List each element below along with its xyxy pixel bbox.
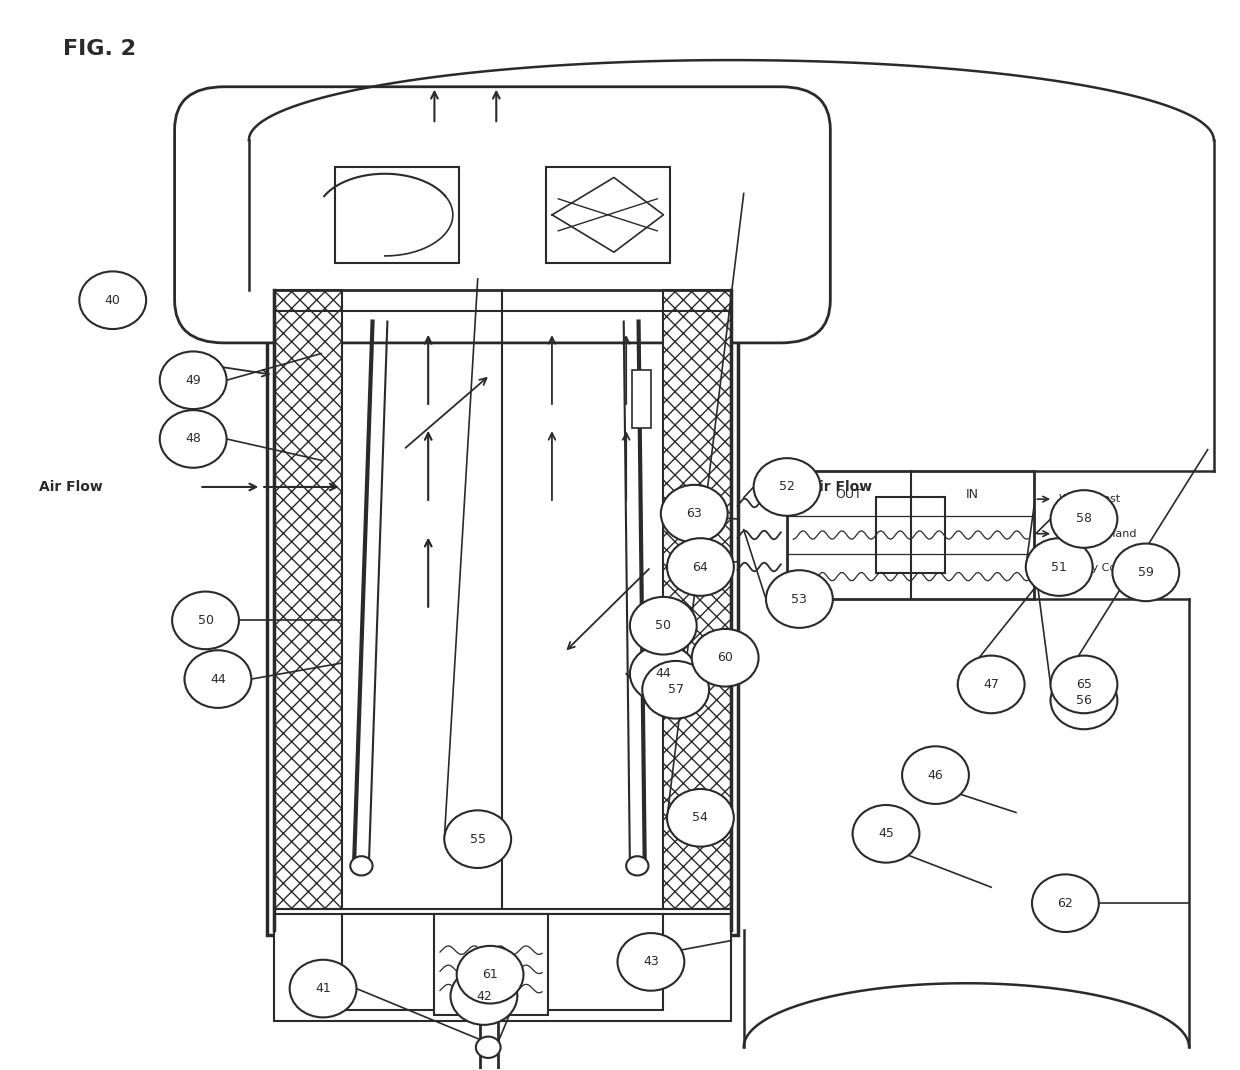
Text: 63: 63: [687, 507, 702, 520]
Text: 44: 44: [210, 673, 226, 686]
Text: 52: 52: [779, 480, 795, 493]
FancyBboxPatch shape: [546, 167, 670, 263]
Text: 43: 43: [644, 956, 658, 968]
Text: 53: 53: [791, 593, 807, 606]
Circle shape: [476, 1037, 501, 1058]
FancyBboxPatch shape: [268, 285, 738, 935]
Text: 57: 57: [667, 684, 683, 697]
Circle shape: [1050, 490, 1117, 548]
Circle shape: [1032, 874, 1099, 932]
Bar: [274, 290, 342, 908]
Text: ←  Air Flow: ← Air Flow: [787, 480, 872, 494]
Circle shape: [350, 856, 372, 875]
Circle shape: [450, 967, 517, 1025]
Circle shape: [754, 458, 821, 516]
Text: 40: 40: [105, 293, 120, 307]
Circle shape: [444, 810, 511, 868]
Text: 47: 47: [983, 678, 999, 691]
Circle shape: [1050, 656, 1117, 714]
Circle shape: [185, 651, 252, 708]
Circle shape: [172, 592, 239, 649]
Circle shape: [630, 645, 697, 703]
Circle shape: [667, 538, 734, 596]
Text: IN: IN: [966, 488, 980, 501]
FancyBboxPatch shape: [335, 167, 459, 263]
Text: 56: 56: [1076, 694, 1092, 707]
Text: 44: 44: [656, 668, 671, 681]
Text: 48: 48: [185, 432, 201, 445]
Bar: [877, 496, 945, 574]
Text: 42: 42: [476, 990, 492, 1003]
Circle shape: [901, 746, 968, 804]
Text: OUT: OUT: [836, 488, 862, 501]
Bar: [342, 914, 663, 1010]
Text: 55: 55: [470, 832, 486, 845]
Text: 60: 60: [717, 652, 733, 664]
Text: 50: 50: [197, 614, 213, 627]
Text: 51: 51: [1052, 561, 1068, 574]
Circle shape: [456, 946, 523, 1004]
Text: 45: 45: [878, 827, 894, 840]
Bar: [787, 471, 1034, 599]
Text: 54: 54: [692, 811, 708, 824]
Circle shape: [290, 960, 356, 1018]
Text: 59: 59: [1138, 566, 1153, 579]
Circle shape: [160, 351, 227, 409]
Circle shape: [692, 629, 759, 687]
Text: FIG. 2: FIG. 2: [63, 39, 136, 59]
Text: 61: 61: [482, 968, 498, 981]
Text: 49: 49: [185, 373, 201, 386]
Text: 41: 41: [315, 982, 331, 995]
Bar: [274, 914, 732, 1021]
FancyBboxPatch shape: [175, 87, 831, 342]
Text: Energy Cost: Energy Cost: [1059, 563, 1126, 574]
Circle shape: [630, 597, 697, 655]
Circle shape: [626, 856, 649, 875]
Circle shape: [957, 656, 1024, 714]
Text: 46: 46: [928, 768, 944, 781]
Circle shape: [642, 661, 709, 719]
Text: 64: 64: [693, 561, 708, 574]
Circle shape: [79, 272, 146, 330]
Circle shape: [160, 410, 227, 468]
Circle shape: [1112, 544, 1179, 601]
Circle shape: [766, 570, 833, 628]
Text: 65: 65: [1076, 678, 1092, 691]
Bar: [632, 369, 651, 428]
Circle shape: [667, 789, 734, 846]
Text: Water Cost: Water Cost: [1059, 494, 1120, 504]
Text: 50: 50: [655, 620, 671, 632]
Text: 62: 62: [1058, 897, 1074, 910]
Circle shape: [618, 933, 684, 991]
Bar: [663, 290, 732, 908]
Bar: [434, 914, 548, 1015]
Text: Peak Demand: Peak Demand: [1059, 529, 1137, 538]
Circle shape: [661, 485, 728, 542]
Text: 58: 58: [1076, 513, 1092, 525]
Circle shape: [1025, 538, 1092, 596]
Circle shape: [853, 805, 919, 862]
Circle shape: [1050, 672, 1117, 730]
Text: Air Flow: Air Flow: [38, 480, 102, 494]
